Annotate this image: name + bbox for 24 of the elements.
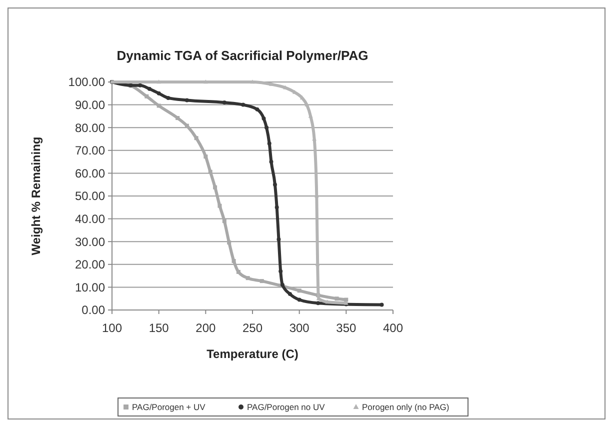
legend-label: PAG/Porogen + UV [132, 402, 206, 412]
y-axis-title: Weight % Remaining [29, 136, 43, 256]
y-tick-label: 80.00 [74, 120, 106, 135]
y-tick-label: 60.00 [74, 166, 106, 180]
x-tick-label: 300 [289, 321, 310, 335]
y-tick-label: 100.00 [68, 75, 106, 90]
y-tick-label: 0.00 [82, 303, 106, 318]
x-tick-label: 150 [148, 321, 170, 335]
y-tick-label: 70.00 [74, 144, 106, 158]
x-tick-label: 250 [242, 321, 263, 335]
x-tick-label: 200 [196, 321, 216, 335]
chart-title: Dynamic TGA of Sacrificial Polymer/PAG [116, 48, 368, 63]
x-tick-label: 400 [382, 321, 404, 335]
y-tick-label: 90.00 [74, 98, 106, 112]
y-tick-label: 50.00 [74, 189, 106, 204]
x-tick-label: 350 [336, 321, 356, 335]
y-tick-label: 30.00 [74, 234, 106, 249]
legend-label: Porogen only (no PAG) [362, 402, 450, 412]
x-axis-title: Temperature (C) [206, 347, 298, 361]
y-tick-label: 10.00 [74, 280, 106, 294]
legend-label: PAG/Porogen no UV [247, 402, 326, 412]
x-tick-label: 100 [102, 321, 122, 335]
y-tick-label: 40.00 [74, 212, 106, 226]
y-tick-label: 20.00 [74, 258, 106, 272]
